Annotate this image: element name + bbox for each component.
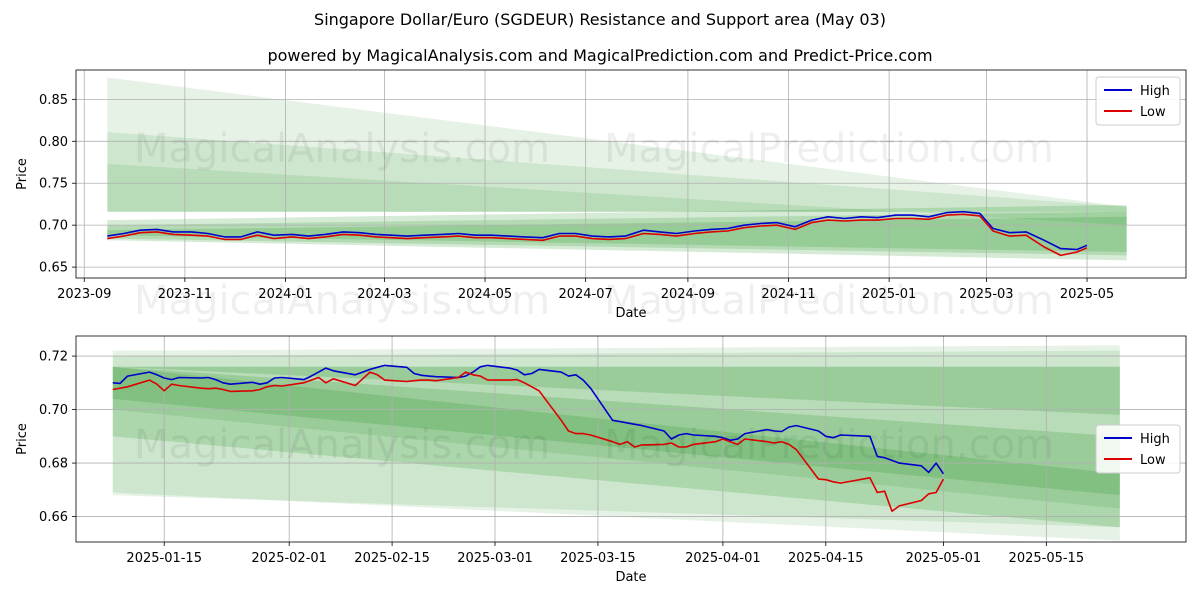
watermark-magical-prediction: MagicalPrediction.com (604, 422, 1054, 468)
y-tick-label: 0.66 (39, 510, 68, 525)
x-tick-label: 2024-11 (761, 287, 815, 302)
legend-label-low: Low (1140, 105, 1166, 120)
x-tick-label: 2025-05 (1060, 287, 1114, 302)
watermark-magical-analysis: MagicalAnalysis.com (134, 126, 550, 172)
x-tick-label: 2025-03-01 (457, 551, 533, 566)
x-axis-label: Date (615, 570, 646, 585)
watermark-magical-analysis: MagicalAnalysis.com (134, 422, 550, 468)
series-line-high (112, 364, 945, 475)
y-axis-label: Price (15, 158, 30, 190)
x-tick-label: 2025-03 (959, 287, 1013, 302)
band-4 (107, 205, 1127, 261)
chart-subtitle: powered by MagicalAnalysis.com and Magic… (267, 46, 933, 65)
chart-panel-1: 2023-09 2023-11 2024-01 2024-03 2024-05 2024-… (15, 69, 1187, 324)
x-tick-label: 2024-05 (458, 287, 512, 302)
x-tick-label: 2024-09 (661, 287, 715, 302)
x-tick-label: 2025-05-15 (1009, 551, 1085, 566)
legend-label-high: High (1140, 84, 1170, 99)
chart-title: Singapore Dollar/Euro (SGDEUR) Resistanc… (314, 10, 886, 29)
series-line-low (107, 213, 1088, 257)
y-tick-label: 0.80 (39, 135, 68, 150)
y-tick-label: 0.72 (39, 350, 68, 365)
x-tick-label: 2025-02-01 (251, 551, 327, 566)
legend-label-low: Low (1140, 453, 1166, 468)
support-resistance-bands (107, 77, 1127, 261)
band-5 (107, 211, 1127, 256)
x-tick-label: 2025-04-15 (788, 551, 864, 566)
x-axis-label: Date (615, 306, 646, 321)
plot-frame (75, 335, 1187, 543)
watermark-magical-prediction: MagicalPrediction.com (604, 278, 1054, 324)
band-3 (107, 163, 1127, 226)
legend: High Low (1095, 76, 1181, 126)
y-tick-label: 0.70 (39, 219, 68, 234)
x-tick-label: 2025-01-15 (126, 551, 202, 566)
plot-frame (75, 69, 1187, 279)
x-tick-label: 2025-01 (862, 287, 916, 302)
series-line-high (107, 210, 1088, 251)
x-tick-label: 2025-05-01 (906, 551, 982, 566)
y-axis-label: Price (15, 423, 30, 455)
x-tick-label: 2025-04-01 (685, 551, 761, 566)
band-6 (107, 216, 1127, 252)
x-tick-label: 2024-07 (558, 287, 612, 302)
chart-panel-2: 2025-01-15 2025-02-01 2025-02-15 2025-03-01… (15, 335, 1187, 585)
series-lines (112, 364, 945, 512)
y-tick-label: 0.75 (39, 177, 68, 192)
x-tick-label: 2023-11 (158, 287, 212, 302)
band-4 (112, 366, 1120, 415)
x-tick-label: 2025-02-15 (354, 551, 430, 566)
band-5 (112, 366, 1120, 528)
band-2 (107, 132, 1127, 212)
y-tick-label: 0.65 (39, 261, 68, 276)
series-line-low (112, 371, 945, 512)
y-tick-label: 0.70 (39, 403, 68, 418)
watermark-magical-prediction: MagicalPrediction.com (604, 126, 1054, 172)
band-3 (112, 366, 1120, 509)
y-tick-label: 0.85 (39, 93, 68, 108)
watermark-magical-analysis: MagicalAnalysis.com (134, 278, 550, 324)
x-tick-label: 2024-03 (357, 287, 411, 302)
band-2 (112, 350, 1120, 541)
band-1 (112, 345, 1120, 528)
x-tick-label: 2023-09 (57, 287, 111, 302)
legend: High Low (1095, 424, 1181, 474)
y-tick-label: 0.68 (39, 457, 68, 472)
legend-label-high: High (1140, 432, 1170, 447)
x-tick-label: 2024-01 (258, 287, 312, 302)
x-tick-label: 2025-03-15 (560, 551, 636, 566)
series-lines (107, 210, 1088, 257)
band-1 (107, 77, 1127, 212)
